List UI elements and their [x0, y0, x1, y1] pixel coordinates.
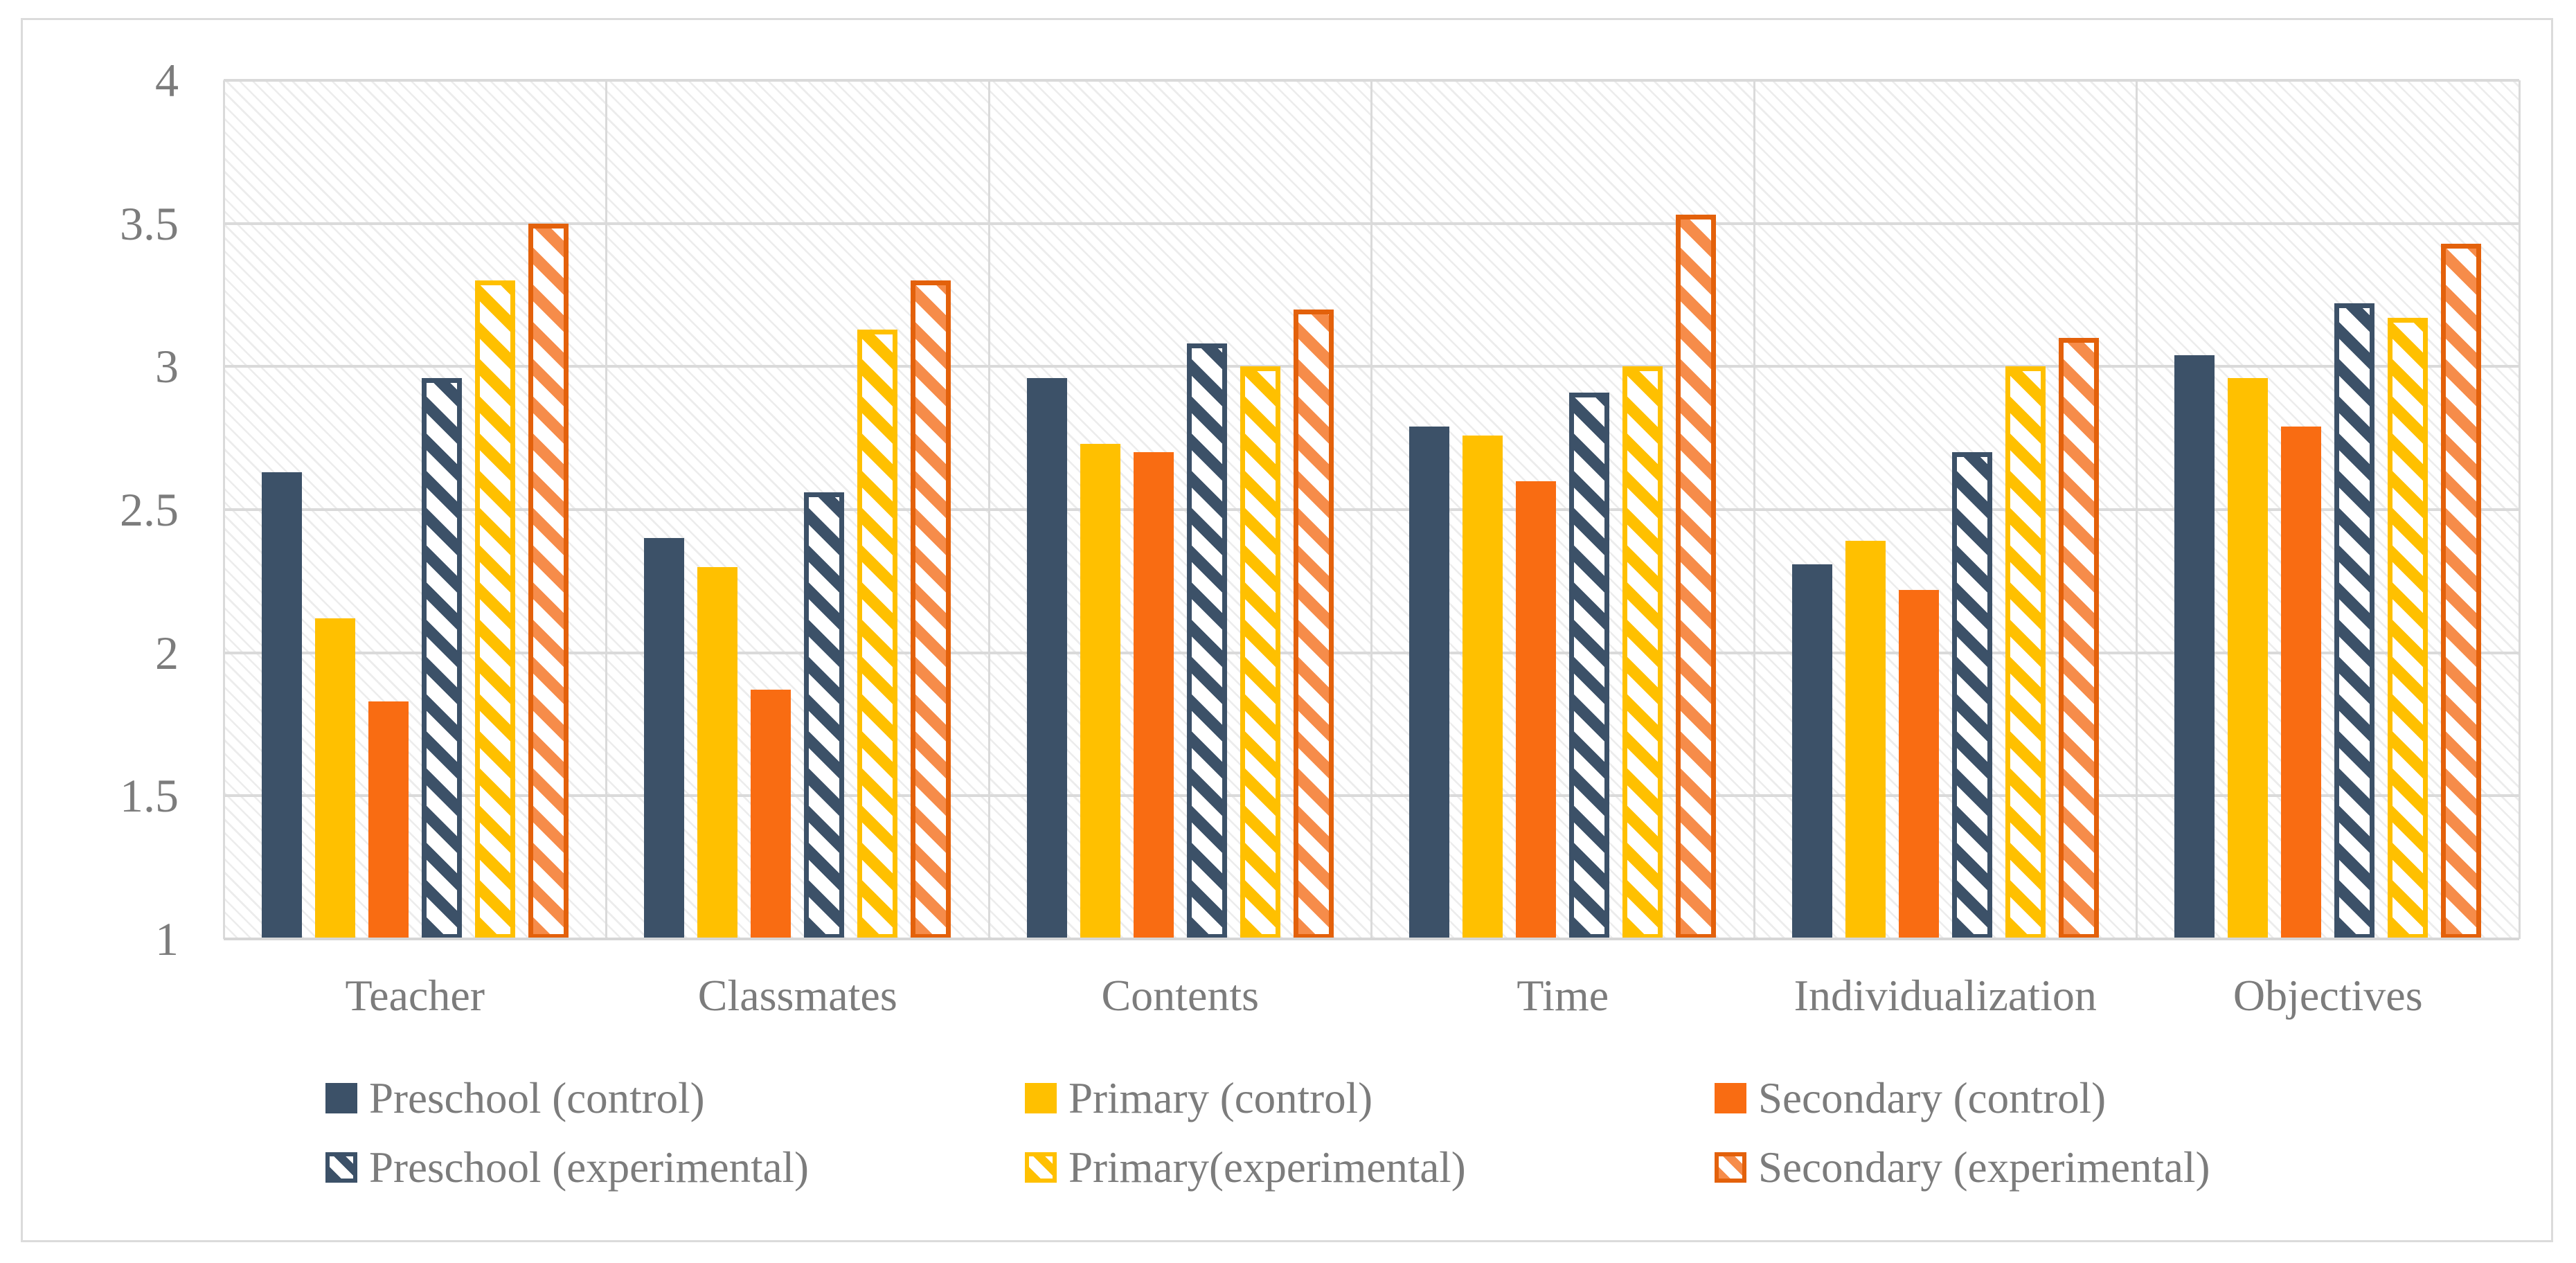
bar — [1845, 541, 1886, 939]
bar — [1026, 377, 1067, 939]
bar — [314, 618, 355, 939]
bar — [1080, 443, 1120, 939]
bar-group-contents — [989, 80, 1372, 939]
bar — [1240, 366, 1280, 939]
gridline-vertical — [605, 80, 607, 939]
bar-group-individualization — [1754, 80, 2137, 939]
legend-marker — [325, 1152, 357, 1183]
legend-label: Preschool (experimental) — [369, 1143, 810, 1192]
bar — [1186, 343, 1227, 939]
category-label: Teacher — [345, 971, 485, 1020]
legend-label: Preschool (control) — [369, 1074, 705, 1122]
bar — [2228, 377, 2269, 939]
bar — [1951, 452, 1992, 939]
bar — [1293, 309, 1334, 939]
gridline-vertical — [2518, 80, 2521, 939]
legend-marker — [1715, 1083, 1746, 1113]
legend-label: Secondary (experimental) — [1758, 1143, 2210, 1192]
bar-group-classmates — [607, 80, 990, 939]
x-axis-line — [224, 938, 2519, 940]
bar — [804, 492, 845, 939]
bar — [697, 566, 738, 939]
bar — [368, 701, 409, 939]
legend-item: Preschool (control) — [325, 1074, 705, 1122]
gridline-vertical — [987, 80, 990, 939]
bar — [261, 472, 302, 939]
bar — [2058, 338, 2099, 939]
bar — [2441, 243, 2482, 939]
bar — [751, 690, 791, 939]
bar-group-time — [1372, 80, 1755, 939]
bar — [1676, 215, 1717, 939]
gridline-vertical — [1370, 80, 1372, 939]
y-axis-tick-label: 1.5 — [120, 769, 179, 823]
y-axis-tick-label: 4 — [155, 54, 179, 107]
bar — [2174, 355, 2215, 939]
y-axis-tick-label: 2 — [155, 626, 179, 679]
gridline-vertical — [222, 80, 225, 939]
bar-group-objectives — [2137, 80, 2520, 939]
legend-marker — [1025, 1083, 1057, 1113]
bar — [421, 377, 462, 939]
bar — [474, 280, 515, 939]
bar — [1133, 452, 1174, 939]
bar — [1898, 589, 1939, 939]
category-label: Classmates — [697, 971, 897, 1020]
category-label: Contents — [1101, 971, 1260, 1020]
bar — [857, 329, 898, 939]
legend-label: Primary (control) — [1068, 1074, 1373, 1122]
legend-marker — [1715, 1152, 1746, 1183]
legend-item: Preschool (experimental) — [325, 1143, 810, 1192]
y-axis-tick-label: 2.5 — [120, 483, 179, 536]
legend-item: Primary(experimental) — [1025, 1143, 1466, 1192]
category-label: Objectives — [2233, 971, 2423, 1020]
legend-item: Secondary (experimental) — [1715, 1143, 2210, 1192]
bar — [2005, 366, 2046, 939]
bar — [2388, 318, 2429, 939]
gridline-vertical — [2136, 80, 2138, 939]
legend-marker — [325, 1083, 357, 1113]
bar — [1791, 564, 1832, 939]
bar — [911, 280, 951, 939]
legend-item: Secondary (control) — [1715, 1074, 2107, 1122]
bar — [1463, 435, 1503, 939]
bar — [1622, 366, 1663, 939]
y-axis-tick-label: 1 — [155, 913, 179, 965]
legend-item: Primary (control) — [1025, 1074, 1373, 1122]
legend-label: Primary(experimental) — [1068, 1143, 1466, 1192]
bar — [528, 223, 569, 939]
y-axis-tick-label: 3.5 — [120, 197, 179, 250]
bar — [1569, 392, 1610, 939]
bar-group-teacher — [224, 80, 607, 939]
y-axis-tick-label: 3 — [155, 340, 179, 393]
bar — [2281, 427, 2322, 939]
bar — [1516, 481, 1557, 939]
bar — [644, 538, 685, 939]
gridline-vertical — [1753, 80, 1755, 939]
category-label: Individualization — [1794, 971, 2097, 1020]
plot-area — [222, 79, 2521, 940]
bar — [2334, 303, 2375, 939]
category-label: Time — [1517, 971, 1609, 1020]
bar — [1409, 427, 1450, 939]
legend-marker — [1025, 1152, 1057, 1183]
legend-label: Secondary (control) — [1758, 1074, 2107, 1122]
